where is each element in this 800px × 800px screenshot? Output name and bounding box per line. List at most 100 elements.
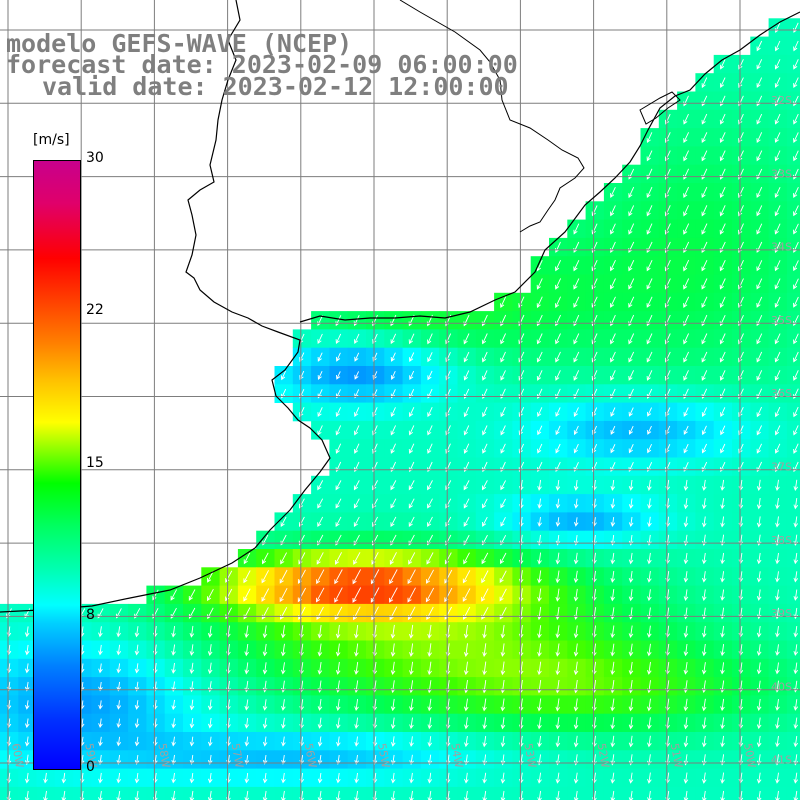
wind-arrow — [720, 589, 725, 601]
wind-arrow — [462, 588, 471, 602]
wind-arrow — [628, 370, 635, 381]
wind-arrow — [628, 516, 634, 528]
wind-arrow — [427, 717, 433, 730]
wind-arrow — [775, 571, 780, 583]
wind-arrow — [98, 736, 103, 747]
wind-arrow — [610, 717, 615, 730]
wind-cell — [786, 146, 800, 166]
wind-arrow — [500, 351, 506, 363]
wind-arrow — [463, 425, 470, 436]
wind-arrow — [720, 717, 725, 730]
wind-arrow — [281, 699, 286, 711]
wind-arrow — [537, 661, 542, 676]
wind-arrow — [610, 625, 615, 639]
wind-arrow — [573, 625, 579, 639]
wind-arrow — [317, 352, 323, 362]
wind-arrow — [390, 736, 396, 747]
wind-arrow — [261, 570, 269, 584]
wind-arrow — [719, 77, 726, 88]
wind-arrow — [701, 589, 707, 602]
wind-arrow — [134, 790, 140, 800]
wind-arrow — [610, 643, 615, 657]
wind-arrow — [262, 662, 268, 675]
wind-arrow — [628, 205, 635, 217]
wind-arrow — [354, 790, 359, 800]
wind-arrow — [134, 772, 140, 784]
wind-arrow — [463, 698, 469, 712]
interior-border — [399, 0, 585, 233]
wind-arrow — [189, 718, 195, 729]
wind-cell — [786, 695, 800, 715]
wind-arrow — [793, 132, 799, 143]
wind-arrow — [720, 443, 726, 454]
wind-arrow — [189, 736, 195, 747]
wind-arrow — [719, 113, 726, 125]
wind-arrow — [336, 736, 341, 747]
wind-cell — [786, 732, 800, 751]
wind-arrow — [390, 480, 397, 491]
wind-arrow — [262, 625, 268, 639]
wind-arrow — [536, 296, 543, 309]
wind-arrow — [610, 661, 615, 676]
wind-arrow — [701, 790, 707, 800]
wind-arrow — [793, 223, 799, 235]
wind-arrow — [500, 643, 506, 657]
wind-arrow — [756, 516, 762, 528]
latitude-label: 39S — [771, 607, 792, 620]
wind-arrow — [701, 443, 708, 454]
wind-arrow — [207, 662, 213, 675]
wind-arrow — [281, 790, 286, 800]
wind-arrow — [628, 223, 635, 235]
wind-cell — [786, 622, 800, 641]
longitude-label: 53W — [521, 742, 538, 769]
wind-arrow — [316, 552, 324, 565]
wind-arrow — [116, 663, 122, 674]
wind-arrow — [573, 498, 579, 509]
wind-arrow — [244, 736, 250, 747]
wind-arrow — [683, 571, 689, 583]
wind-arrow — [573, 479, 579, 491]
wind-arrow — [262, 790, 268, 800]
wind-arrow — [793, 296, 799, 308]
wind-arrow — [610, 517, 616, 527]
wind-arrow — [134, 718, 140, 729]
wind-arrow — [189, 790, 195, 800]
wind-arrow — [500, 480, 506, 491]
wind-arrow — [317, 699, 323, 711]
wind-arrow — [647, 479, 652, 491]
wind-arrow — [262, 772, 268, 784]
wind-arrow — [427, 407, 433, 418]
wind-arrow — [573, 735, 579, 748]
wind-arrow — [390, 643, 396, 657]
wind-arrow — [793, 772, 799, 784]
wind-arrow — [207, 625, 213, 638]
wind-arrow — [701, 571, 707, 583]
wind-arrow — [793, 278, 799, 290]
wind-arrow — [665, 790, 670, 800]
wind-arrow — [409, 717, 414, 730]
wind-arrow — [610, 351, 616, 363]
wind-arrow — [390, 624, 396, 639]
wind-arrow — [701, 662, 707, 675]
longitude-label: 55W — [375, 742, 392, 769]
wind-arrow — [426, 569, 434, 584]
wind-arrow — [280, 662, 286, 675]
wind-arrow — [409, 643, 414, 657]
wind-cell — [786, 347, 800, 367]
wind-arrow — [537, 517, 542, 527]
wind-arrow — [354, 736, 359, 747]
wind-arrow — [610, 735, 616, 748]
wind-arrow — [756, 717, 762, 730]
wind-cell — [786, 91, 800, 111]
wind-arrow — [701, 150, 708, 162]
wind-arrow — [481, 333, 488, 345]
wind-arrow — [756, 589, 762, 601]
wind-arrow — [793, 95, 799, 107]
wind-arrow — [610, 589, 615, 602]
wind-arrow — [573, 407, 579, 417]
wind-arrow — [738, 790, 744, 800]
wind-arrow — [335, 498, 342, 509]
wind-arrow — [573, 643, 579, 657]
wind-arrow — [354, 698, 359, 712]
wind-arrow — [719, 205, 726, 217]
